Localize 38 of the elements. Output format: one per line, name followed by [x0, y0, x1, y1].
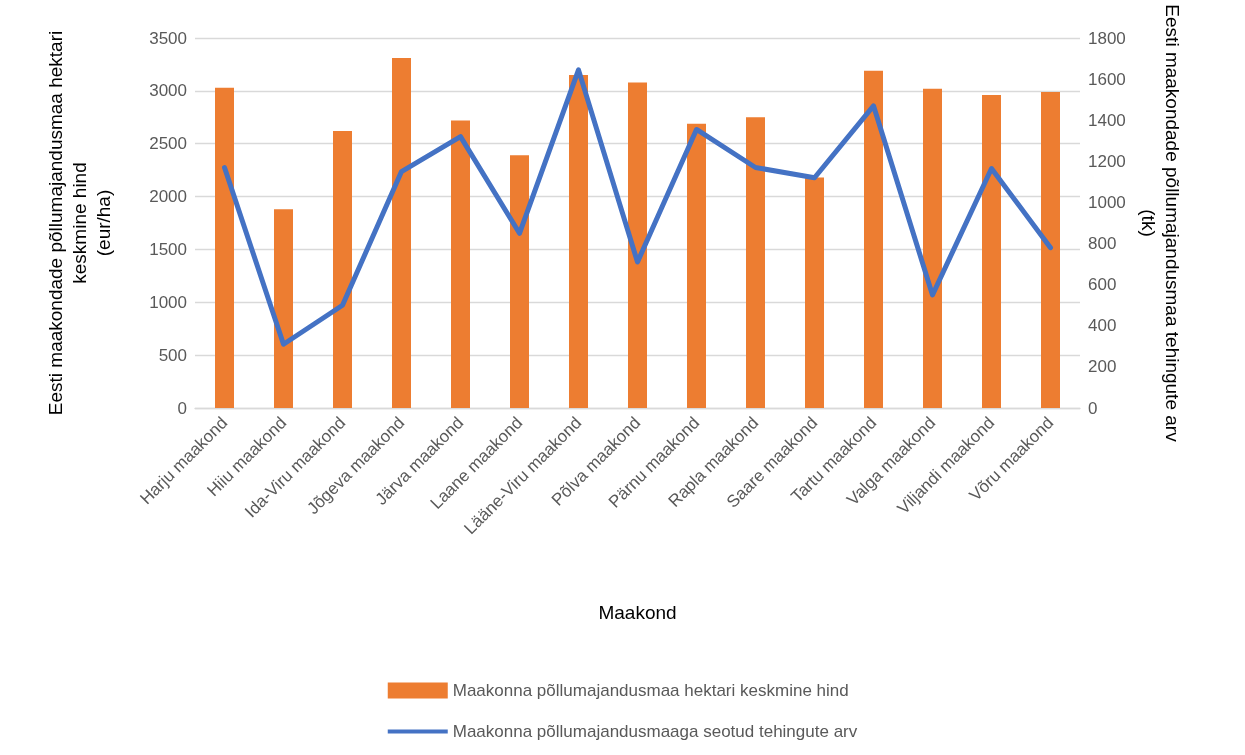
y2-tick-label: 1200 [1088, 151, 1126, 171]
bar [687, 123, 706, 408]
bar [982, 95, 1001, 408]
y2-tick-label: 1600 [1088, 69, 1126, 89]
bar [215, 87, 234, 408]
y-tick-label: 3000 [149, 81, 187, 101]
bar [333, 131, 352, 408]
y2-tick-label: 600 [1088, 275, 1117, 295]
bar [864, 70, 883, 408]
y2-axis-title: Eesti maakondade põllumajandusmaa tehingute arv (tk) [1138, 4, 1184, 443]
bar [923, 88, 942, 408]
y-tick-label: 0 [177, 398, 187, 418]
bar [569, 75, 588, 408]
x-axis-title: Maakond [598, 602, 677, 623]
y2-tick-label: 0 [1088, 398, 1098, 418]
legend-label: Maakonna põllumajandusmaaga seotud tehingute arv [452, 722, 858, 741]
y-tick-label: 3500 [149, 28, 187, 48]
bar [1041, 91, 1060, 408]
bar [746, 117, 765, 408]
y-axis-title: Eesti maakondade põllumajandusmaa hektari keskmine hind (eur/ha) [44, 30, 114, 416]
legend-label: Maakonna põllumajandusmaa hektari keskmine hind [452, 681, 849, 700]
y2-tick-label: 800 [1088, 234, 1117, 254]
y2-tick-label: 200 [1088, 357, 1117, 377]
bar [392, 58, 411, 408]
y-tick-label: 1500 [149, 239, 187, 259]
y2-tick-label: 400 [1088, 316, 1117, 336]
y-tick-label: 2000 [149, 187, 187, 207]
y-tick-label: 500 [158, 345, 187, 365]
bar [628, 82, 647, 408]
y2-tick-label: 1400 [1088, 110, 1126, 130]
y2-tick-label: 1800 [1088, 28, 1126, 48]
bar [510, 155, 529, 408]
bar [451, 120, 470, 408]
bar [274, 209, 293, 408]
bar [805, 177, 824, 408]
y-tick-label: 2500 [149, 134, 187, 154]
y2-tick-label: 1000 [1088, 192, 1126, 212]
y-tick-label: 1000 [149, 292, 187, 312]
